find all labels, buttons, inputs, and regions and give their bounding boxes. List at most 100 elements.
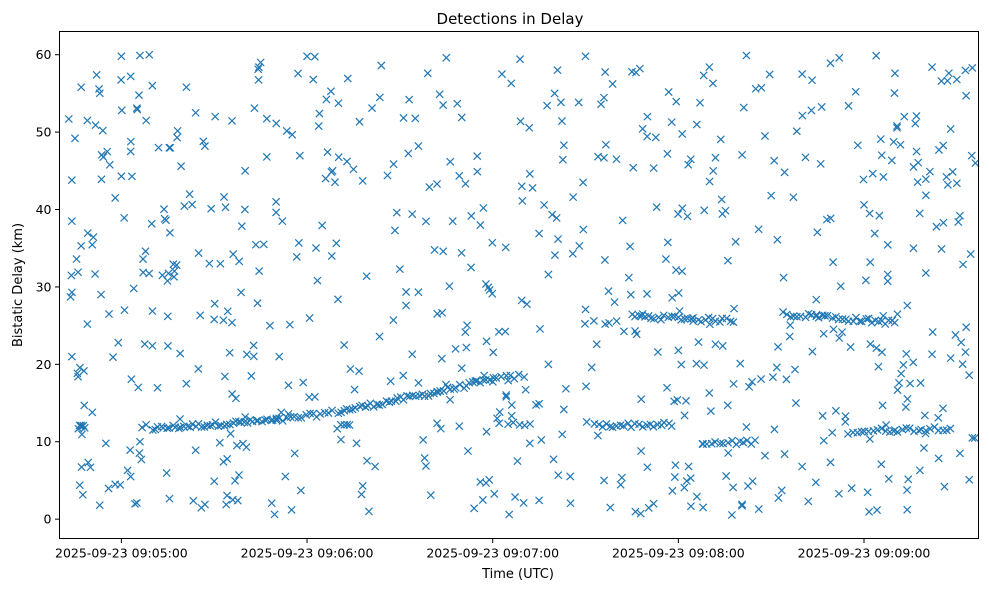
data-point (579, 225, 588, 234)
data-point (836, 282, 845, 291)
data-point (457, 248, 466, 257)
data-point (765, 70, 774, 79)
data-point (229, 250, 238, 259)
data-point (861, 276, 870, 285)
data-point (414, 288, 423, 297)
data-point (375, 401, 384, 410)
data-point (163, 276, 172, 285)
data-point (132, 498, 141, 507)
data-point (838, 315, 847, 324)
data-point (954, 217, 963, 227)
data-point (346, 364, 355, 374)
data-point (677, 360, 686, 369)
data-point (812, 310, 821, 319)
data-point (455, 171, 464, 180)
data-point (323, 148, 332, 157)
data-point (952, 179, 961, 188)
data-point (780, 168, 789, 177)
data-point (511, 492, 520, 502)
data-point (893, 427, 902, 437)
data-point (504, 420, 513, 429)
data-point (313, 276, 322, 285)
data-point (786, 321, 795, 330)
data-point (197, 503, 206, 512)
data-point (139, 255, 148, 264)
data-point (488, 238, 497, 247)
data-point (265, 321, 274, 330)
data-point (251, 240, 260, 249)
data-point (111, 193, 120, 202)
data-point (946, 354, 955, 363)
data-point (835, 333, 844, 343)
data-point (774, 342, 783, 351)
data-point (436, 387, 445, 396)
data-point (899, 360, 908, 369)
data-point (439, 247, 448, 256)
data-point (561, 384, 570, 393)
data-point (634, 420, 644, 429)
data-point (823, 311, 832, 320)
data-point (643, 112, 652, 121)
data-point (857, 427, 866, 436)
data-point (770, 425, 779, 434)
data-point (757, 375, 766, 384)
data-point (147, 219, 156, 228)
data-point (130, 499, 140, 508)
data-point (706, 407, 715, 416)
data-point (375, 93, 384, 102)
data-point (828, 428, 837, 437)
data-point (653, 347, 662, 357)
data-point (377, 61, 386, 70)
data-point (566, 472, 575, 481)
data-point (389, 316, 398, 325)
data-point (445, 282, 454, 291)
data-point (692, 359, 701, 368)
data-point (295, 151, 304, 160)
data-point (647, 314, 656, 323)
y-axis-label: Bistatic Delay (km) (11, 223, 26, 347)
data-point (489, 348, 498, 357)
data-point (847, 484, 856, 493)
data-point (199, 137, 208, 146)
data-point (135, 449, 144, 458)
data-point (813, 228, 822, 237)
data-point (259, 240, 268, 249)
data-point (351, 403, 360, 412)
data-point (670, 473, 679, 482)
data-point (958, 360, 967, 369)
data-point (210, 299, 219, 308)
data-point (288, 130, 297, 139)
data-point (859, 200, 869, 209)
data-point (342, 157, 351, 166)
data-point (780, 450, 789, 459)
data-point (574, 98, 583, 107)
data-point (934, 413, 943, 422)
data-point (865, 209, 874, 218)
data-point (249, 352, 258, 361)
data-point (760, 451, 770, 460)
data-point (900, 112, 909, 121)
data-point (644, 503, 653, 512)
y-tick-label: 50 (36, 125, 52, 140)
data-point (617, 473, 626, 482)
data-point (729, 483, 738, 492)
y-axis: 0 10 20 30 40 50 60 (36, 47, 60, 527)
data-point (711, 438, 720, 447)
data-point (441, 380, 450, 389)
data-point (480, 371, 489, 380)
data-point (872, 506, 882, 515)
data-point (227, 318, 237, 327)
data-point (739, 103, 748, 112)
data-point (182, 83, 191, 92)
data-point (430, 245, 439, 254)
data-point (390, 226, 399, 235)
data-point (705, 63, 714, 72)
data-point (742, 51, 751, 60)
data-point (493, 414, 502, 423)
data-point (579, 178, 588, 187)
data-point (966, 250, 975, 259)
data-point (127, 172, 136, 181)
data-point (165, 143, 174, 152)
data-point (505, 510, 514, 519)
data-point (287, 505, 296, 514)
